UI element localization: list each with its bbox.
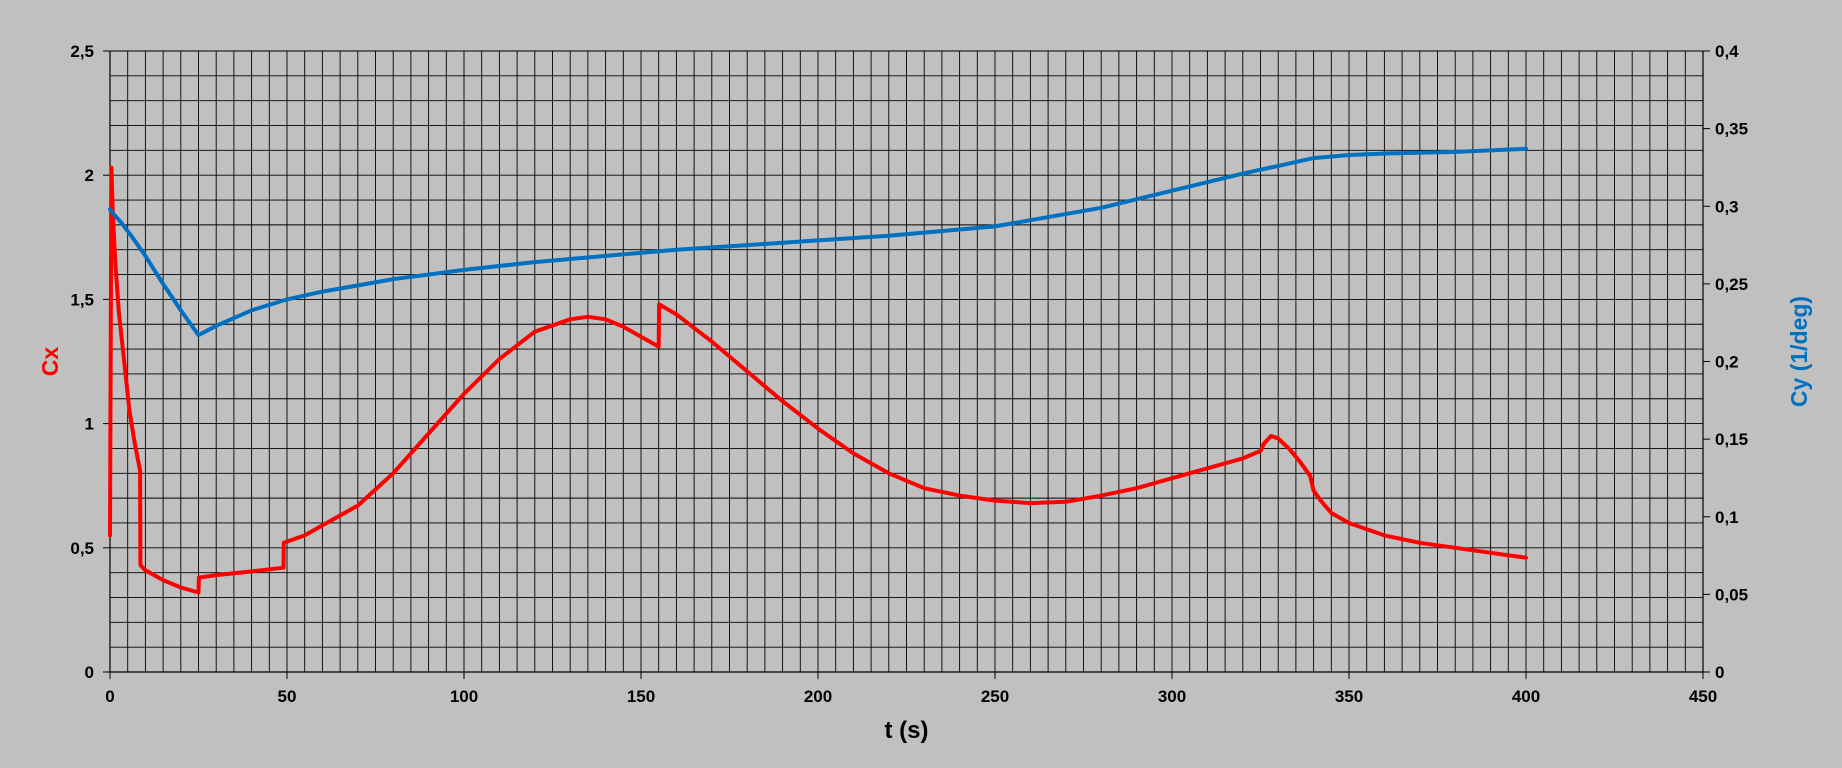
axis-titles: t (s) Cx Cy (1/deg) bbox=[37, 296, 1812, 744]
y-right-tick-label: 0,25 bbox=[1715, 275, 1748, 294]
y-left-tick-label: 2 bbox=[85, 166, 94, 185]
y-left-tick-label: 0 bbox=[85, 663, 94, 682]
y-axis-left-title: Cx bbox=[37, 347, 63, 377]
x-tick-label: 450 bbox=[1689, 687, 1717, 706]
x-tick-label: 350 bbox=[1335, 687, 1363, 706]
y-right-tick-label: 0,4 bbox=[1715, 42, 1739, 61]
y-axis-right-title: Cy (1/deg) bbox=[1786, 296, 1812, 407]
x-tick-label: 250 bbox=[981, 687, 1009, 706]
y-right-tick-label: 0,2 bbox=[1715, 353, 1739, 372]
x-tick-label: 150 bbox=[627, 687, 655, 706]
x-tick-label: 50 bbox=[278, 687, 297, 706]
grid bbox=[109, 50, 1704, 673]
y-left-tick-label: 1,5 bbox=[70, 290, 94, 309]
y-right-tick-label: 0 bbox=[1715, 663, 1724, 682]
series-line-cx bbox=[108, 165, 1528, 595]
y-right-tick-label: 0,1 bbox=[1715, 508, 1739, 527]
y-left-tick-label: 2,5 bbox=[70, 42, 94, 61]
x-tick-label: 100 bbox=[450, 687, 478, 706]
x-tick-label: 300 bbox=[1158, 687, 1186, 706]
x-tick-label: 0 bbox=[105, 687, 114, 706]
y-right-tick-label: 0,35 bbox=[1715, 120, 1748, 139]
x-tick-label: 200 bbox=[804, 687, 832, 706]
series-line-cy bbox=[108, 146, 1528, 338]
x-axis-title: t (s) bbox=[885, 717, 929, 744]
y-left-tick-label: 1 bbox=[85, 415, 94, 434]
y-right-tick-label: 0,05 bbox=[1715, 585, 1748, 604]
y-left-tick-label: 0,5 bbox=[70, 539, 94, 558]
y-right-tick-label: 0,15 bbox=[1715, 430, 1748, 449]
series bbox=[108, 146, 1528, 595]
y-right-tick-label: 0,3 bbox=[1715, 197, 1739, 216]
x-tick-label: 400 bbox=[1512, 687, 1540, 706]
tick-labels: 0 50 100 150 200 250 300 350 400 450 0 0,5 1 1,5 2 2,5 0… bbox=[70, 42, 1748, 706]
